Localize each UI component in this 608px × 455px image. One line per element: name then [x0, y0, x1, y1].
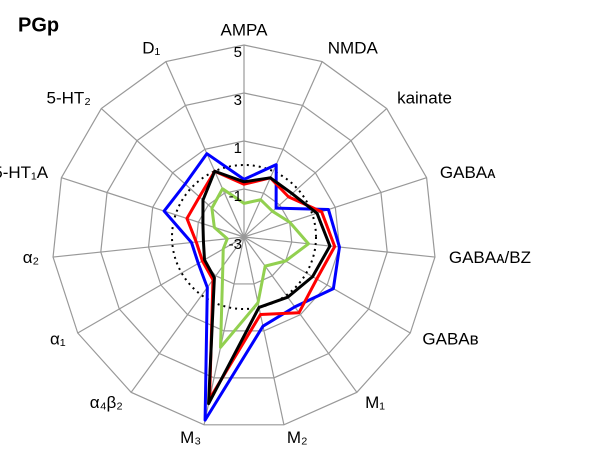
r-tick-label: -1: [229, 188, 242, 205]
r-tick-label: 1: [234, 140, 242, 157]
category-label: α₄β₂: [90, 393, 123, 412]
spoke: [130, 236, 245, 393]
spoke: [243, 236, 411, 334]
spoke: [243, 61, 323, 238]
grid-ring: [52, 44, 436, 426]
spoke: [52, 236, 245, 258]
category-label: kainate: [397, 89, 452, 108]
spoke: [100, 108, 245, 238]
category-label: α₁: [50, 329, 66, 348]
category-label: 5-HT₁A: [0, 163, 49, 182]
category-label: α₂: [23, 248, 39, 267]
grid-ring: [100, 92, 388, 379]
category-label: GABAᴀ/BZ: [449, 248, 531, 267]
spoke: [243, 236, 285, 425]
r-tick-label: 3: [234, 92, 242, 109]
r-tick-label: 5: [234, 44, 242, 61]
category-label: AMPA: [221, 20, 269, 39]
spoke: [165, 61, 245, 238]
category-label: GABAʙ: [422, 329, 478, 348]
series-line: [201, 169, 332, 406]
series-line: [162, 152, 341, 422]
chart-title: PGp: [18, 14, 59, 36]
spoke: [243, 108, 388, 238]
spoke: [243, 177, 427, 238]
category-label: D₁: [142, 38, 160, 57]
category-label: GABAᴀ: [440, 163, 496, 182]
reference-circle: [171, 164, 317, 310]
r-tick-label: -3: [229, 236, 242, 253]
category-label: 5-HT₂: [47, 89, 91, 108]
grid-ring: [147, 140, 341, 332]
category-label: M₁: [365, 393, 385, 412]
spoke: [77, 236, 245, 334]
spoke: [243, 236, 358, 393]
series-line: [210, 187, 310, 349]
category-label: M₂: [287, 428, 308, 447]
category-label: M₃: [180, 428, 201, 447]
category-label: NMDA: [328, 38, 379, 57]
